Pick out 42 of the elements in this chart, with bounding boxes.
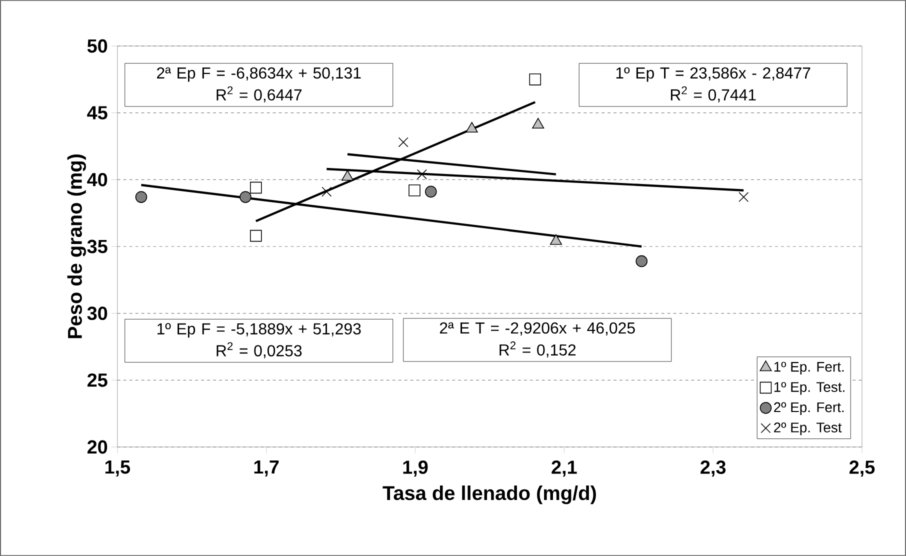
y-tick-label: 30: [87, 306, 108, 320]
point: [466, 122, 478, 133]
x-tick-label: 1,9: [403, 460, 428, 477]
point: [250, 182, 262, 194]
annotation: 1º Ep F = -5,1889x + 51,293: [157, 323, 361, 338]
y-axis-title: Peso de grano (mg): [67, 154, 86, 338]
annotation: R$^{2}$ = 0,6447: [216, 86, 302, 102]
legend-label: 1º Ep. Fert.: [774, 362, 844, 374]
point: [322, 186, 332, 197]
point: [250, 230, 262, 242]
x-tick-label: 1,7: [254, 460, 279, 476]
y-tick-label: 45: [87, 106, 108, 120]
annotation: 2ª Ep F = -6,8634x + 50,131: [157, 67, 361, 82]
legend-label: 1º Ep. Test.: [774, 382, 844, 395]
x-tick-label: 1,5: [105, 460, 130, 476]
point: [416, 169, 427, 180]
legend-label: 2º Ep. Fert.: [774, 402, 844, 415]
point: [738, 192, 749, 202]
point: [529, 74, 542, 86]
point: [240, 191, 252, 203]
annotation: R$^{2}$ = 0,7441: [670, 86, 756, 102]
y-tick-label: 25: [87, 373, 108, 387]
x-tick-label: 2,5: [850, 460, 875, 477]
point: [135, 191, 148, 203]
annotation: R$^{2}$ = 0,0253: [216, 342, 302, 358]
y-tick-label: 50: [87, 39, 108, 53]
x-axis-title: Tasa de llenado (mg/d): [382, 486, 596, 504]
annotation: 1º Ep T = 23,586x - 2,8477: [616, 67, 810, 82]
y-tick-label: 40: [87, 172, 108, 186]
point: [341, 170, 354, 181]
point: [398, 137, 408, 148]
point: [636, 255, 648, 268]
x-tick-label: 2,1: [552, 460, 577, 477]
annotation: 2ª E T = -2,9206x + 46,025: [440, 322, 635, 336]
y-tick-label: 20: [87, 440, 108, 454]
x-tick-label: 2,3: [700, 460, 726, 477]
point: [424, 186, 437, 198]
point: [408, 184, 420, 196]
point: [532, 118, 544, 129]
annotation: R$^{2}$ = 0,152: [500, 341, 576, 358]
y-tick-label: 35: [87, 240, 108, 254]
legend-label: 2º Ep. Test: [774, 422, 842, 436]
